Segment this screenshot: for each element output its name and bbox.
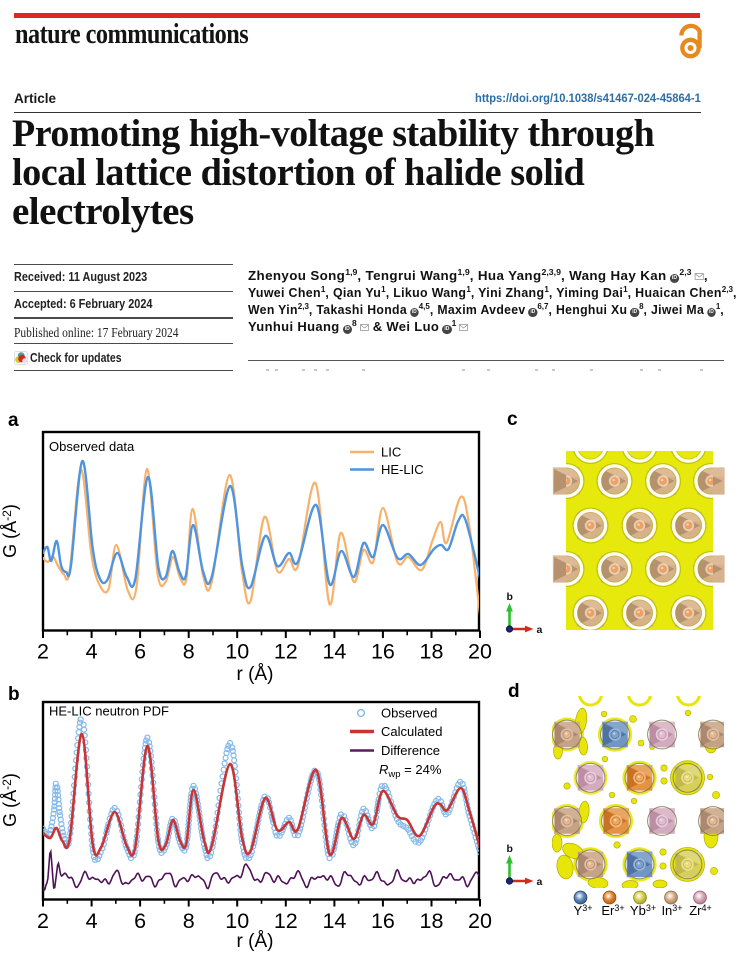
svg-text:c: c xyxy=(507,409,518,430)
svg-text:2: 2 xyxy=(37,909,49,933)
svg-text:Yb3+: Yb3+ xyxy=(630,903,656,918)
svg-text:r (Å): r (Å) xyxy=(237,664,274,685)
svg-text:Y3+: Y3+ xyxy=(574,903,593,918)
svg-text:4: 4 xyxy=(86,640,98,664)
svg-text:10: 10 xyxy=(225,909,249,933)
svg-text:6: 6 xyxy=(134,909,146,933)
svg-text:d: d xyxy=(508,681,520,702)
svg-text:a: a xyxy=(537,624,543,636)
svg-text:G (Å-2): G (Å-2) xyxy=(0,773,20,827)
svg-text:HE-LIC neutron PDF: HE-LIC neutron PDF xyxy=(49,704,169,719)
svg-text:8: 8 xyxy=(183,909,195,933)
svg-text:16: 16 xyxy=(371,909,395,933)
svg-text:20: 20 xyxy=(468,909,492,933)
svg-text:20: 20 xyxy=(468,640,492,664)
svg-text:In3+: In3+ xyxy=(661,903,682,918)
svg-text:Observed data: Observed data xyxy=(49,439,135,454)
svg-text:16: 16 xyxy=(371,640,395,664)
svg-text:18: 18 xyxy=(420,640,444,664)
svg-text:G (Å-2): G (Å-2) xyxy=(0,504,20,558)
svg-text:6: 6 xyxy=(134,640,146,664)
svg-text:12: 12 xyxy=(274,909,298,933)
svg-text:2: 2 xyxy=(37,640,49,664)
svg-text:Difference: Difference xyxy=(381,743,440,758)
svg-text:b: b xyxy=(8,684,20,705)
svg-text:LIC: LIC xyxy=(381,445,401,460)
svg-text:10: 10 xyxy=(225,640,249,664)
svg-text:14: 14 xyxy=(322,640,346,664)
svg-text:r (Å): r (Å) xyxy=(237,931,274,952)
svg-text:18: 18 xyxy=(420,909,444,933)
svg-text:b: b xyxy=(507,843,513,855)
svg-text:a: a xyxy=(537,876,543,888)
svg-text:Er3+: Er3+ xyxy=(601,903,624,918)
svg-text:Rwp = 24%: Rwp = 24% xyxy=(379,762,442,780)
svg-text:12: 12 xyxy=(274,640,298,664)
svg-text:4: 4 xyxy=(86,909,98,933)
svg-text:8: 8 xyxy=(183,640,195,664)
svg-text:Calculated: Calculated xyxy=(381,724,442,739)
svg-text:Observed: Observed xyxy=(381,706,437,721)
svg-text:HE-LIC: HE-LIC xyxy=(381,462,424,477)
svg-text:b: b xyxy=(507,591,513,603)
svg-text:14: 14 xyxy=(322,909,346,933)
svg-text:a: a xyxy=(8,410,19,431)
svg-text:Zr4+: Zr4+ xyxy=(689,903,712,918)
